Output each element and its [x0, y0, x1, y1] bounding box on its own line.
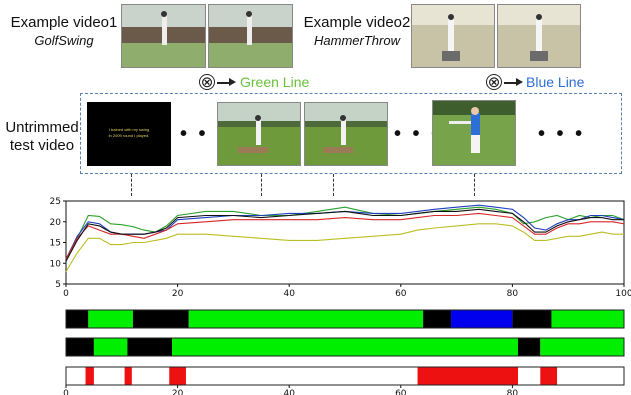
example2-title: Example video2	[303, 14, 411, 31]
arrow-1-shaft	[217, 82, 231, 84]
ground-truth-xtick-label: 60	[395, 389, 407, 395]
segment-bar-1-7	[512, 310, 552, 328]
connector-2	[261, 174, 262, 196]
line-chart-xtick-label: 100	[615, 289, 631, 299]
example2-frame-2	[497, 4, 581, 68]
segment-bar-1-1	[66, 310, 89, 328]
combine-icon-2: ⊗	[486, 74, 502, 91]
line-chart-xtick-label: 20	[172, 289, 184, 299]
segment-bar-1-5	[423, 310, 452, 328]
ground-truth-xtick-label: 40	[283, 389, 295, 395]
line-chart-xtick-label: 0	[63, 289, 69, 299]
segment-bar-2-4	[172, 338, 518, 356]
line-series-3	[65, 212, 625, 260]
ground-truth-xtick-label: 20	[172, 389, 184, 395]
line-chart-ytick-label: 15	[50, 239, 61, 249]
line-chart-xtick-label: 80	[507, 289, 519, 299]
line-chart-xtick-label: 60	[395, 289, 407, 299]
ground-truth-segment-1	[85, 367, 94, 385]
ground-truth-frame	[65, 366, 625, 386]
test-frame-golf-3	[432, 100, 516, 166]
ground-truth-segment-2	[124, 367, 132, 385]
line-chart-ytick-label: 5	[55, 280, 61, 290]
green-line-label: Green Line	[240, 74, 310, 90]
line-chart-ytick-label: 20	[50, 218, 62, 228]
blue-line-label: Blue Line	[526, 74, 585, 90]
test-video-label: Untrimmed test video	[5, 119, 79, 154]
example1-label: Example video1 GolfSwing	[6, 14, 122, 50]
test-video-box	[80, 93, 622, 174]
segment-bar-1-2	[88, 310, 133, 328]
segment-bar-1-3	[132, 310, 189, 328]
test-frame-caption: I trained with my swing in 2009 round I …	[108, 127, 150, 138]
segment-bar-1-4	[188, 310, 424, 328]
line-series-4	[65, 208, 624, 262]
line-chart-frame	[65, 200, 625, 285]
segment-bar-2-2	[93, 338, 128, 356]
ground-truth-xtick-label: 0	[63, 389, 69, 395]
segment-bar-2-6	[540, 338, 624, 356]
arrow-1-head-icon	[229, 78, 236, 86]
arrow-2-shaft	[504, 82, 518, 84]
ground-truth-segment-3	[169, 367, 186, 385]
test-frame-black: I trained with my swing in 2009 round I …	[87, 102, 171, 166]
line-chart-ytick-label: 10	[50, 259, 62, 269]
segment-bar-1-8	[551, 310, 624, 328]
example2-frame-1	[411, 4, 495, 68]
segment-bar-frame-2	[65, 337, 625, 357]
line-chart-ytick-label: 25	[50, 197, 61, 207]
example1-subtitle: GolfSwing	[34, 33, 94, 48]
ground-truth-segment-5	[540, 367, 558, 385]
combine-icon-1: ⊗	[199, 74, 215, 91]
test-frame-golf-2	[304, 102, 388, 166]
connector-1	[131, 174, 132, 196]
segment-bar-2-1	[66, 338, 94, 356]
segment-bar-2-5	[517, 338, 541, 356]
segment-bar-2-3	[127, 338, 173, 356]
segment-bar-frame-1	[65, 309, 625, 329]
arrow-2-head-icon	[516, 78, 523, 86]
example1-frame-1	[121, 4, 206, 68]
ground-truth-segment-4	[417, 367, 518, 385]
ground-truth-xtick-label: 80	[507, 389, 519, 395]
test-frame-golf-1	[217, 102, 301, 166]
example2-subtitle: HammerThrow	[314, 33, 400, 48]
connector-3	[333, 174, 334, 196]
example2-label: Example video2 HammerThrow	[298, 14, 416, 50]
example1-title: Example video1	[10, 14, 118, 31]
example1-frame-2	[208, 4, 293, 68]
line-series-5	[65, 223, 624, 272]
connector-4	[474, 174, 475, 196]
line-chart-xtick-label: 40	[283, 289, 295, 299]
segment-bar-1-6	[451, 310, 513, 328]
